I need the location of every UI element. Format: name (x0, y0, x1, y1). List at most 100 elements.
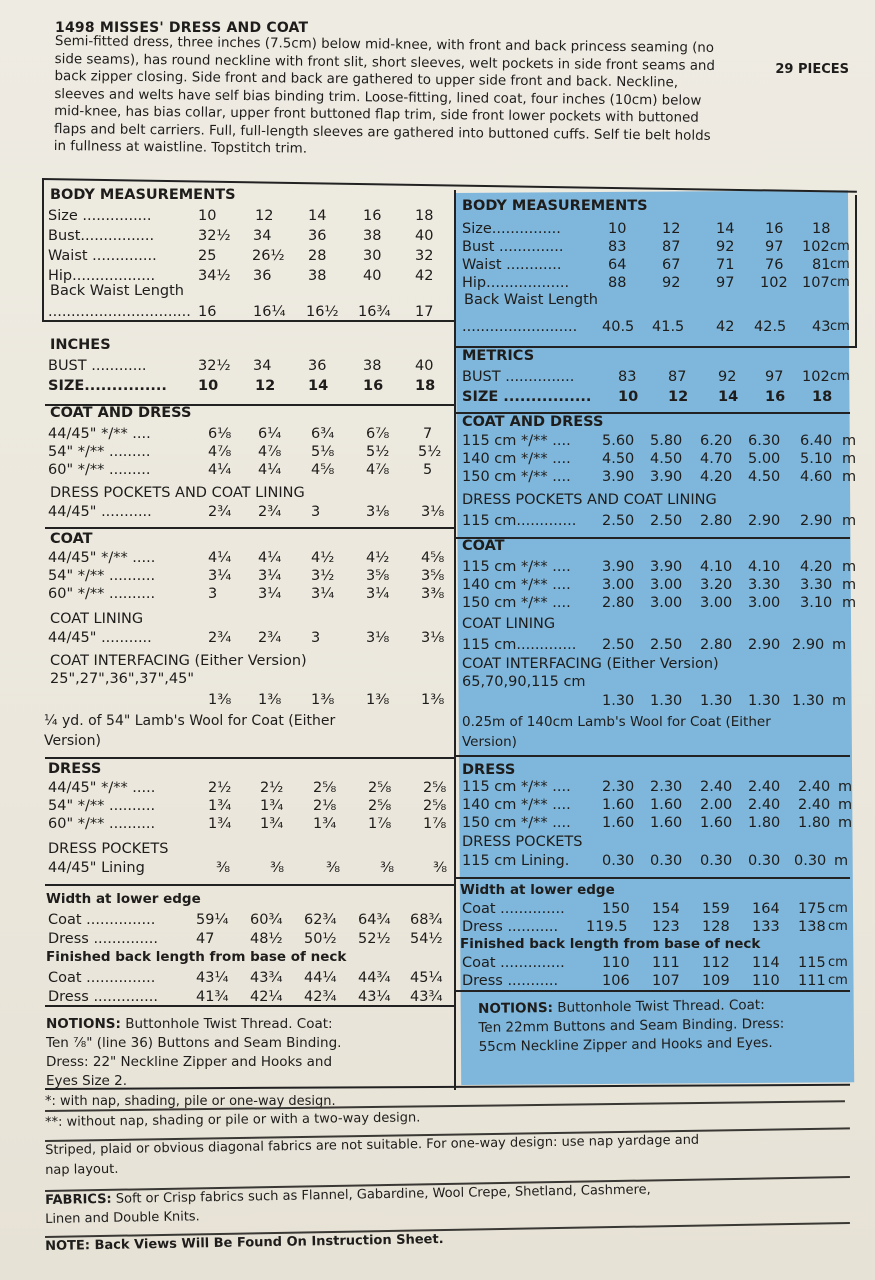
cell: 4⅞ (258, 444, 282, 460)
coat-interfacing-title-metric: COAT INTERFACING (Either Version) (462, 656, 719, 672)
unit: cm (830, 275, 850, 290)
row-label: 140 cm */** .... (462, 577, 571, 593)
table-row: 115 cm Lining. 0.30 0.30 0.30 0.30 0.30 … (462, 852, 854, 870)
cell: 5½ (366, 444, 390, 460)
cell: 102 (760, 275, 788, 291)
cell: 1.60 (700, 815, 733, 831)
pattern-description: Semi-fitted dress, three inches (7.5cm) … (54, 33, 855, 164)
width-lower-edge-title: Width at lower edge (46, 891, 201, 907)
row-label: 115 cm............. (462, 513, 577, 529)
inches-title: INCHES (50, 337, 111, 353)
coat-title-metric: COAT (462, 538, 505, 554)
unit: cm (828, 955, 848, 970)
row-label: Size ............... (48, 208, 152, 224)
table-row: Bust .............. 83 87 92 97 102 cm (462, 238, 854, 256)
cell: 4½ (311, 550, 335, 566)
row-label: Coat .............. (462, 901, 565, 917)
cell: 14 (308, 208, 327, 224)
cell: 10 (608, 221, 627, 237)
nap-note: *: with nap, shading, pile or one-way de… (45, 1094, 336, 1109)
table-row: Hip.................. 88 92 97 102 107 c… (462, 274, 854, 292)
cell: 34 (253, 358, 272, 374)
cell: 5 (423, 462, 433, 478)
cell: 0.30 (700, 853, 733, 869)
cell: 2⅝ (368, 780, 392, 796)
cell: 1.30 (650, 693, 683, 709)
dress-title: DRESS (48, 761, 102, 777)
row-label: Hip.................. (48, 268, 156, 284)
cell: 87 (662, 239, 681, 255)
row-label: 115 cm */** .... (462, 779, 571, 795)
cell: 47 (196, 931, 215, 947)
cell: 2.40 (748, 779, 781, 795)
cell: 16½ (306, 304, 339, 320)
cell: 1.30 (602, 693, 635, 709)
cell: 110 (602, 955, 630, 971)
row-label: 115 cm Lining. (462, 853, 570, 869)
cell: 52½ (358, 931, 391, 947)
cell: 97 (765, 239, 784, 255)
cell: 4.10 (748, 559, 781, 575)
cell: 4.60 (800, 469, 833, 485)
cell: 5½ (418, 444, 442, 460)
cell: 2.90 (748, 513, 781, 529)
cell: 14 (308, 378, 329, 394)
row-label: Waist .............. (48, 248, 157, 264)
notions-text: Eyes Size 2. (46, 1073, 128, 1089)
cell: 18 (812, 221, 831, 237)
cell: 6.20 (700, 433, 733, 449)
cell: 43¾ (250, 970, 283, 986)
cell: 43 (812, 319, 831, 335)
table-row: Size ............... 10 12 14 16 18 (48, 207, 452, 225)
cell: 40 (415, 358, 434, 374)
unit: m (832, 693, 847, 709)
row-label: 60" */** .......... (48, 816, 156, 832)
cell: 3½ (311, 568, 335, 584)
table-row: 54" */** .......... 3¼ 3¼ 3½ 3⅝ 3⅝ (48, 567, 452, 585)
row-label: 150 cm */** .... (462, 469, 571, 485)
row-label: Bust................ (48, 228, 155, 244)
row-label: SIZE............... (48, 378, 167, 394)
cell: 34½ (198, 268, 231, 284)
cell: 4⅞ (366, 462, 390, 478)
cell: 42¾ (304, 989, 337, 1005)
cell: 2.30 (650, 779, 683, 795)
cell: 45¼ (410, 970, 443, 986)
cell: 1.60 (602, 797, 635, 813)
cell: 87 (668, 369, 687, 385)
cell: 102 (802, 239, 830, 255)
cell: 4.50 (650, 451, 683, 467)
cell: 123 (652, 919, 680, 935)
fabrics-label: FABRICS: (45, 1191, 112, 1208)
section-rule (455, 537, 850, 539)
cell: 71 (716, 257, 735, 273)
coat-interfacing-widths: 25",27",36",37",45" (50, 671, 195, 687)
cell: 2.40 (798, 779, 831, 795)
metrics-title: METRICS (462, 348, 535, 364)
cell: 12 (662, 221, 681, 237)
cell: 2.00 (700, 797, 733, 813)
section-rule (45, 527, 455, 529)
table-row: 54" */** .......... 1¾ 1¾ 2⅛ 2⅝ 2⅝ (48, 797, 452, 815)
section-rule (455, 990, 850, 992)
cell: 16 (765, 389, 786, 405)
unit: m (834, 853, 849, 869)
row-label: 44/45" */** ..... (48, 780, 156, 796)
body-box-bottom-right (455, 346, 857, 348)
row-label: Dress ........... (462, 919, 559, 935)
unit: m (838, 779, 853, 795)
cell: 34 (253, 228, 272, 244)
cell: 2.50 (602, 513, 635, 529)
row-label: Waist ............ (462, 257, 562, 273)
cell: 48½ (250, 931, 283, 947)
cell: 4¼ (258, 462, 282, 478)
cell: 1⅞ (368, 816, 392, 832)
row-label: 140 cm */** .... (462, 797, 571, 813)
table-row: 150 cm */** .... 3.90 3.90 4.20 4.50 4.6… (462, 468, 856, 486)
cell: ⅜ (380, 860, 395, 876)
cell: 92 (662, 275, 681, 291)
cell: 2¾ (258, 504, 282, 520)
row-dots: ......................... (462, 319, 578, 335)
row-label: Coat .............. (462, 955, 565, 971)
note-label: NOTE: (45, 1238, 91, 1254)
